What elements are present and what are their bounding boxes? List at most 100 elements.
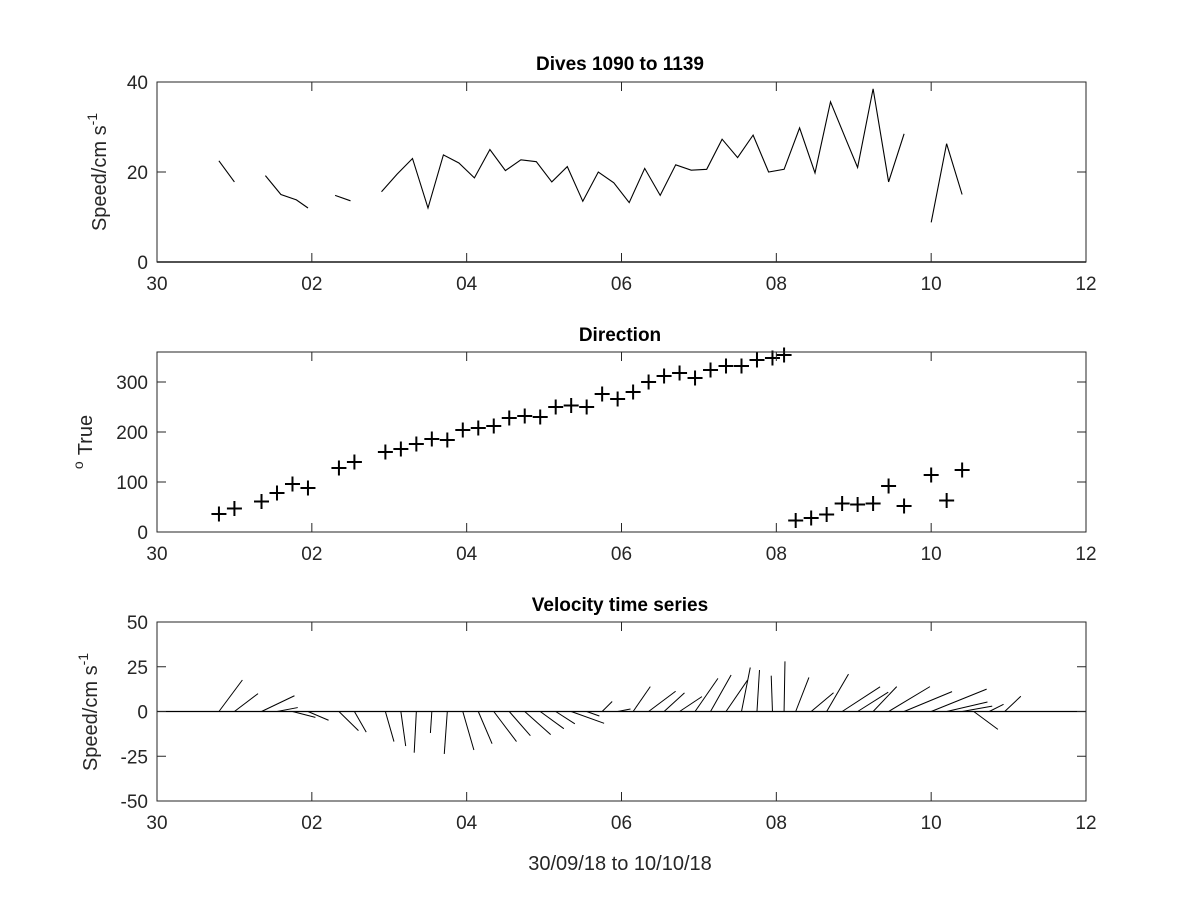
direction-point-34 (776, 347, 792, 363)
velocity-stick-40 (872, 686, 898, 712)
direction-point-45 (954, 462, 970, 478)
x-tick-label: 12 (1075, 813, 1096, 834)
x-tick-label: 02 (301, 544, 322, 565)
x-tick-label: 02 (301, 813, 322, 834)
x-tick-label: 10 (921, 813, 942, 834)
direction-point-26 (656, 368, 672, 384)
y-tick-label: 0 (137, 523, 148, 544)
velocity-stick-5 (307, 711, 329, 721)
velocity-stick-12 (443, 711, 448, 754)
plot-area (211, 347, 970, 528)
direction-point-21 (579, 399, 595, 415)
velocity-stick-27 (679, 696, 703, 712)
velocity-stick-14 (477, 711, 493, 744)
direction-point-11 (424, 431, 440, 447)
direction-point-28 (687, 370, 703, 386)
y-tick-label: 0 (137, 703, 148, 724)
direction-point-44 (939, 493, 955, 508)
direction-point-6 (331, 460, 347, 476)
velocity-stick-15 (493, 711, 517, 742)
axes: 30 02 04 06 08 10 12 -50 -25 0 25 50 (121, 613, 1097, 834)
direction-point-5 (300, 480, 316, 496)
velocity-stick-7 (353, 711, 367, 733)
y-tick-label: -25 (121, 747, 148, 768)
x-tick-label: 12 (1075, 274, 1096, 295)
x-tick-label: 06 (611, 544, 632, 565)
direction-point-37 (819, 507, 835, 522)
direction-point-41 (881, 478, 897, 494)
velocity-stick-16 (508, 711, 531, 736)
x-tick-label: 04 (456, 274, 478, 295)
velocity-panel-ylabel-exponent: -1 (75, 653, 91, 666)
x-tick-label: 10 (921, 274, 942, 295)
velocity-panel-ylabel: Speed/cm s-1 (75, 653, 102, 771)
axes: 30 02 04 06 08 10 12 0 20 40 (127, 73, 1097, 295)
direction-point-31 (733, 358, 749, 374)
direction-point-4 (284, 476, 300, 492)
velocity-stick-34 (783, 661, 786, 712)
direction-point-7 (346, 454, 362, 470)
y-tick-label: 200 (116, 423, 148, 444)
direction-panel-ylabel-text: True (75, 415, 97, 455)
direction-panel-ylabel: o True (70, 415, 97, 469)
direction-point-12 (439, 432, 455, 448)
velocity-stick-31 (741, 667, 751, 712)
y-tick-label: 0 (137, 253, 148, 274)
x-tick-label: 08 (766, 274, 787, 295)
direction-point-19 (548, 399, 564, 415)
y-tick-label: 40 (127, 73, 148, 94)
y-tick-label: 25 (127, 658, 148, 679)
x-tick-label: 08 (766, 813, 787, 834)
velocity-stick-13 (462, 711, 475, 751)
x-tick-label: 06 (611, 274, 632, 295)
x-tick-label: 02 (301, 274, 322, 295)
y-tick-label: 100 (116, 473, 148, 494)
speed-line-segment-2 (334, 194, 351, 202)
velocity-stick-36 (810, 692, 834, 712)
velocity-stick-32 (756, 669, 760, 712)
velocity-stick-42 (903, 691, 953, 712)
velocity-stick-2 (261, 695, 295, 712)
velocity-stick-21 (586, 711, 600, 717)
velocity-stick-26 (663, 692, 685, 712)
velocity-stick-24 (632, 686, 651, 712)
direction-point-32 (749, 352, 765, 368)
velocity-stick-6 (338, 711, 359, 732)
velocity-stick-8 (384, 711, 395, 742)
velocity-stick-9 (400, 711, 407, 747)
velocity-stick-18 (539, 711, 565, 730)
velocity-stick-28 (694, 678, 719, 712)
direction-point-35 (788, 513, 804, 528)
velocity-stick-30 (725, 679, 748, 712)
velocity-stick-1 (234, 693, 259, 712)
speed-panel-ylabel-text: Speed/cm s (89, 125, 111, 231)
x-axis-label: 30/09/18 to 10/10/18 (528, 853, 712, 875)
velocity-stick-45 (962, 705, 993, 712)
velocity-stick-44 (946, 701, 988, 712)
x-tick-label: 04 (456, 813, 478, 834)
velocity-stick-17 (524, 711, 552, 735)
direction-point-30 (718, 358, 734, 374)
direction-point-36 (803, 510, 819, 526)
speed-panel-title: Dives 1090 to 1139 (536, 54, 704, 75)
direction-point-8 (377, 444, 393, 460)
velocity-stick-37 (826, 673, 849, 712)
velocity-stick-23 (617, 708, 631, 712)
direction-point-25 (641, 374, 657, 390)
velocity-stick-33 (770, 675, 773, 712)
speed-line-segment-4 (930, 143, 963, 223)
direction-point-29 (703, 362, 719, 378)
x-tick-label: 30 (146, 813, 167, 834)
x-tick-label: 12 (1075, 544, 1096, 565)
velocity-stick-43 (930, 688, 987, 712)
x-tick-label: 10 (921, 544, 942, 565)
direction-point-17 (517, 408, 533, 424)
direction-panel-title: Direction (579, 325, 661, 346)
velocity-stick-35 (795, 677, 810, 712)
velocity-stick-10 (413, 711, 417, 753)
velocity-panel-ylabel-text: Speed/cm s (80, 665, 102, 771)
speed-panel: Dives 1090 to 1139 Speed/cm s-1 30 02 04 06… (84, 54, 1097, 295)
velocity-stick-29 (710, 674, 732, 712)
y-tick-label: 50 (127, 613, 148, 634)
